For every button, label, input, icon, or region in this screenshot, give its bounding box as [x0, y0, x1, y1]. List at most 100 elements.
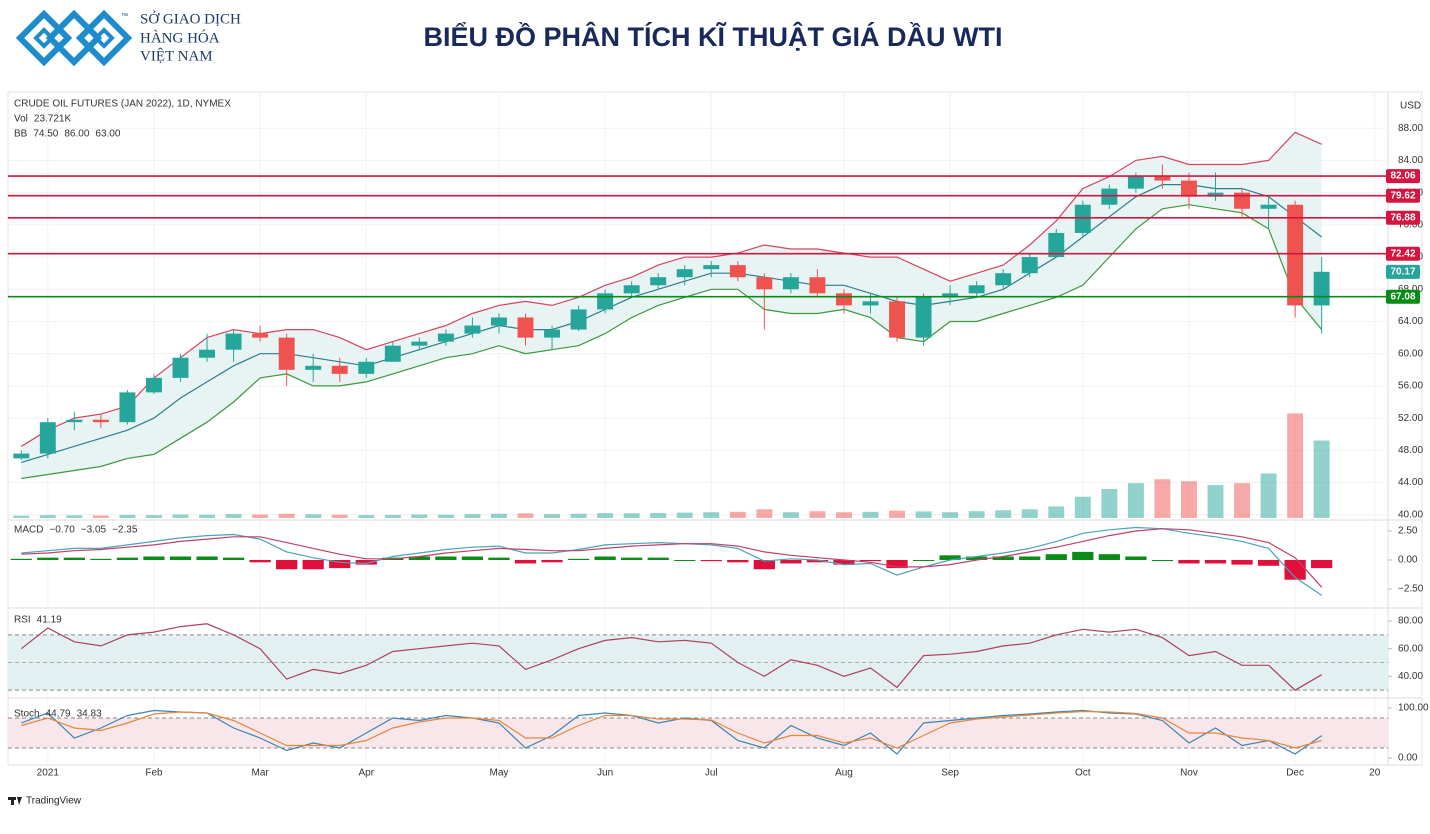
- candle-body: [1260, 204, 1277, 209]
- volume-bar: [199, 514, 215, 518]
- x-tick-label: Dec: [1286, 768, 1304, 779]
- x-tick-label: May: [490, 768, 509, 779]
- candle-body: [756, 277, 773, 290]
- macd-histogram-bar: [196, 556, 218, 560]
- y-tick-label: 76.00: [1398, 220, 1423, 231]
- candle-body: [172, 357, 189, 378]
- volume-bar: [278, 513, 295, 518]
- level-label: 79.62: [1390, 190, 1415, 201]
- logo: [15, 9, 133, 67]
- candle-body: [252, 333, 269, 338]
- volume-bar: [756, 509, 773, 518]
- volume-bar: [889, 510, 905, 518]
- currency: USD: [1400, 101, 1421, 112]
- macd-histogram-bar: [647, 557, 669, 560]
- volume-bar: [172, 514, 189, 518]
- candle-body: [39, 422, 56, 454]
- volume-bar: [1234, 483, 1250, 518]
- volume-bar: [464, 514, 481, 518]
- candle-body: [809, 277, 826, 294]
- tv-logo: [8, 797, 22, 805]
- volume-bar: [1260, 473, 1277, 518]
- trademark: ™: [121, 13, 128, 20]
- x-tick-label: Jul: [705, 768, 718, 779]
- candle-body: [278, 337, 295, 370]
- level-tag: [1386, 289, 1420, 304]
- level-label: 72.42: [1390, 248, 1415, 259]
- volume-bar: [1313, 440, 1330, 518]
- volume-bar: [995, 510, 1012, 518]
- macd-histogram-bar: [143, 556, 165, 560]
- macd-histogram-bar: [329, 559, 351, 569]
- macd-histogram-bar: [859, 559, 882, 562]
- y-tick-label: −2.50: [1398, 584, 1424, 595]
- candle-body: [862, 301, 879, 306]
- legend-text: 86.00: [64, 129, 89, 140]
- candle-body: [199, 349, 215, 358]
- volume-bar: [809, 511, 826, 518]
- y-tick-label: 2.50: [1398, 526, 1418, 537]
- candle-body: [995, 273, 1012, 286]
- candle-body: [968, 285, 985, 294]
- volume-bar: [1021, 509, 1038, 518]
- volume-bar: [623, 513, 640, 518]
- y-tick-label: 40.00: [1398, 509, 1423, 520]
- macd-histogram-bar: [302, 559, 324, 570]
- x-tick-label: Nov: [1180, 768, 1198, 779]
- legend-title: CRUDE OIL FUTURES (JAN 2022), 1D, NYMEX: [14, 99, 231, 110]
- candle-body: [597, 293, 614, 310]
- macd-histogram-bar: [169, 556, 192, 560]
- legend-text: −3.05: [81, 525, 107, 536]
- candle-body: [1101, 188, 1118, 205]
- macd-histogram-bar: [780, 559, 802, 564]
- y-tick-label: 60.00: [1398, 348, 1423, 359]
- legend-text: 44.79: [46, 709, 71, 720]
- macd-histogram-bar: [1311, 559, 1333, 569]
- volume-bar: [358, 515, 375, 518]
- y-tick-label: 0.00: [1398, 753, 1418, 764]
- macd-line: [21, 528, 1323, 588]
- volume-bar: [703, 512, 720, 518]
- last-price-tag: [1386, 264, 1420, 279]
- macd-histogram-bar: [408, 556, 430, 560]
- macd-histogram-bar: [912, 559, 935, 561]
- macd-histogram-bar: [1257, 559, 1280, 566]
- macd-histogram-bar: [435, 556, 457, 560]
- y-tick-label: 68.00: [1398, 284, 1423, 295]
- candle-body: [92, 419, 109, 423]
- candle-body: [1048, 232, 1065, 258]
- volume-bar: [13, 515, 30, 518]
- candle-body: [1127, 176, 1144, 189]
- macd-histogram-bar: [992, 556, 1014, 560]
- bb-basis: [21, 184, 1323, 463]
- macd-histogram-bar: [1045, 554, 1067, 560]
- candle-body: [782, 277, 799, 290]
- volume-bar: [119, 514, 136, 518]
- candle-body: [623, 285, 640, 294]
- macd-histogram-bar: [1204, 559, 1227, 564]
- candle-body: [1287, 204, 1304, 306]
- stoch-line: [21, 710, 1322, 749]
- legend-text: Stoch: [14, 709, 40, 720]
- x-tick-label: 2021: [37, 768, 60, 779]
- y-tick-label: 52.00: [1398, 413, 1423, 424]
- legend-text: RSI: [14, 615, 31, 626]
- macd-histogram-bar: [1178, 559, 1200, 564]
- legend-text: 63.00: [95, 129, 120, 140]
- y-tick-label: 88.00: [1398, 123, 1423, 134]
- candle-body: [1154, 176, 1171, 181]
- macd-histogram-bar: [567, 558, 590, 560]
- y-tick-label: 56.00: [1398, 381, 1423, 392]
- x-tick-label: Apr: [358, 768, 374, 779]
- y-tick-label: 60.00: [1398, 643, 1423, 654]
- volume-bar: [252, 514, 269, 518]
- candle-body: [676, 269, 693, 278]
- volume-bar: [437, 514, 454, 518]
- rsi-line: [20, 623, 1323, 691]
- macd-histogram-bar: [753, 559, 775, 570]
- volume-bar: [968, 511, 985, 518]
- candle-body: [703, 265, 720, 270]
- candle-body: [836, 293, 852, 306]
